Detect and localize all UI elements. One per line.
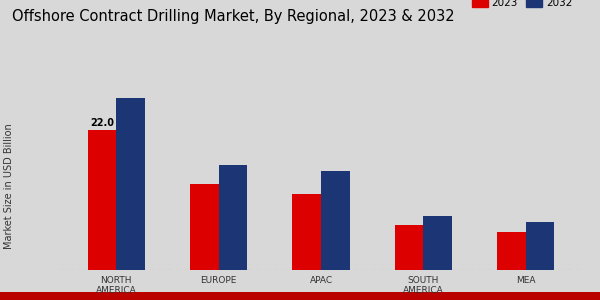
Bar [395, 225, 424, 270]
Text: 22.0: 22.0 [90, 118, 114, 128]
Bar [116, 98, 145, 270]
Bar [321, 171, 350, 270]
Bar [526, 222, 554, 270]
Bar [497, 232, 526, 270]
Text: Market Size in USD Billion: Market Size in USD Billion [4, 123, 14, 249]
Text: Offshore Contract Drilling Market, By Regional, 2023 & 2032: Offshore Contract Drilling Market, By Re… [12, 9, 455, 24]
Bar [190, 184, 218, 270]
Legend: 2023, 2032: 2023, 2032 [468, 0, 577, 12]
Bar [424, 216, 452, 270]
Bar [292, 194, 321, 270]
Bar [88, 130, 116, 270]
Bar [218, 165, 247, 270]
